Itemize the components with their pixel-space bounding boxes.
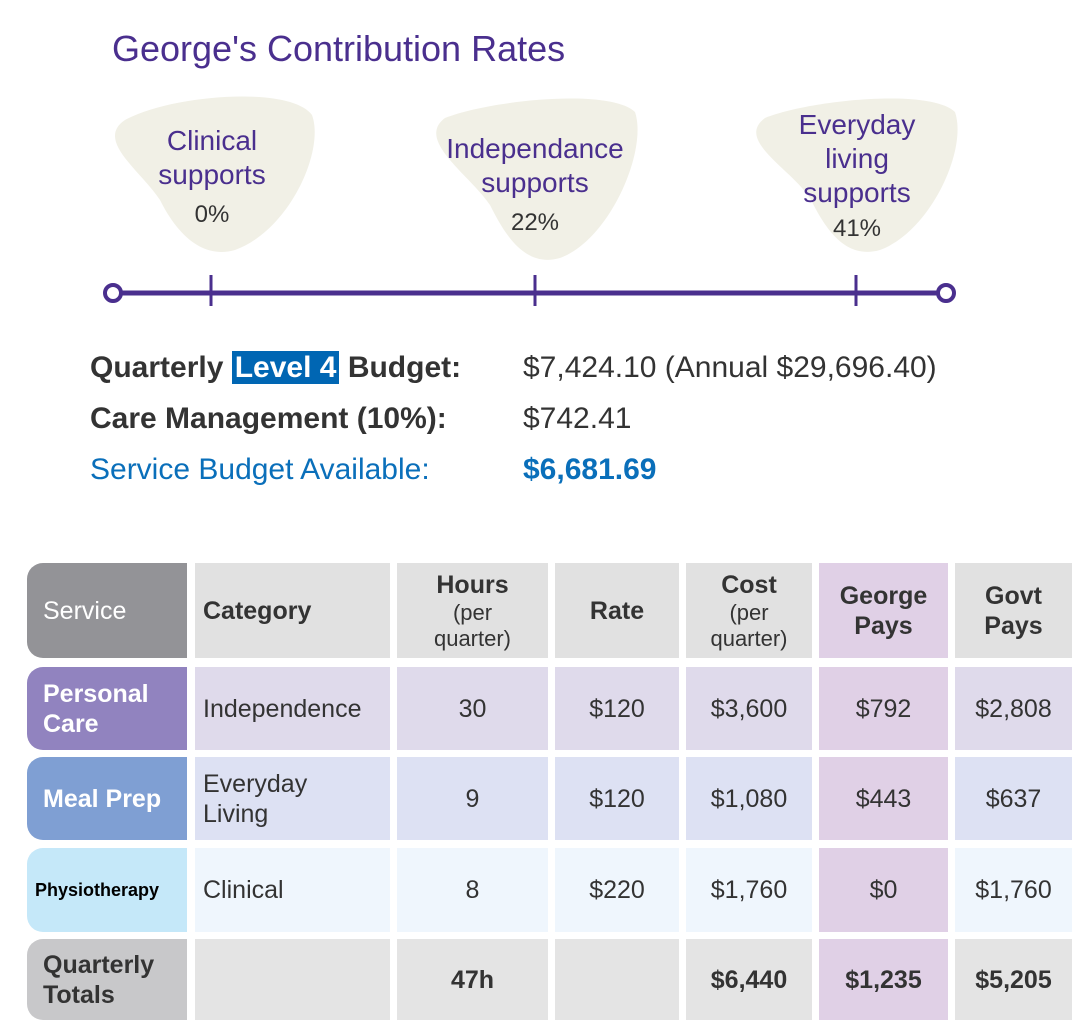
row-govt-pays: $1,760 <box>955 848 1072 932</box>
service-budget-value: $6,681.69 <box>523 453 657 486</box>
row-cost: $1,080 <box>686 757 812 840</box>
row-hours: 8 <box>397 848 548 932</box>
row-rate: $220 <box>555 848 679 932</box>
totals-label: Quarterly Totals <box>27 939 187 1020</box>
blob-clinical <box>114 96 315 252</box>
row-govt-pays: $2,808 <box>955 667 1072 750</box>
support-everyday: Everyday living supports 41% <box>798 109 916 242</box>
care-management-value: $742.41 <box>523 402 632 435</box>
quarterly-budget-value: $7,424.10 (Annual $29,696.40) <box>523 351 937 384</box>
row-rate: $120 <box>555 757 679 840</box>
header-service: Service <box>27 563 187 658</box>
header-category: Category <box>195 563 390 658</box>
row-service: Physiotherapy <box>27 848 187 932</box>
row-category: Independence <box>195 667 390 750</box>
row-george-pays: $792 <box>819 667 948 750</box>
header-george-pays: George Pays <box>819 563 948 658</box>
row-hours: 30 <box>397 667 548 750</box>
row-george-pays: $0 <box>819 848 948 932</box>
row-george-pays: $443 <box>819 757 948 840</box>
row-cost: $3,600 <box>686 667 812 750</box>
blob-everyday <box>756 98 958 252</box>
timeline-start <box>103 283 123 303</box>
row-service: Personal Care <box>27 667 187 750</box>
blob-independence <box>436 98 638 260</box>
totals-category-empty <box>195 939 390 1020</box>
row-category: Everyday Living <box>195 757 390 840</box>
totals-rate-empty <box>555 939 679 1020</box>
service-budget-label: Service Budget Available: <box>90 453 430 486</box>
totals-cost: $6,440 <box>686 939 812 1020</box>
header-govt-pays: Govt Pays <box>955 563 1072 658</box>
row-hours: 9 <box>397 757 548 840</box>
page-title: George's Contribution Rates <box>112 28 566 69</box>
row-rate: $120 <box>555 667 679 750</box>
header-cost: Cost (per quarter) <box>686 563 812 658</box>
care-management-label: Care Management (10%): <box>90 402 447 435</box>
header-rate: Rate <box>555 563 679 658</box>
row-govt-pays: $637 <box>955 757 1072 840</box>
row-category: Clinical <box>195 848 390 932</box>
header-hours: Hours (per quarter) <box>397 563 548 658</box>
contribution-timeline <box>103 96 958 306</box>
totals-george-pays: $1,235 <box>819 939 948 1020</box>
row-service: Meal Prep <box>27 757 187 840</box>
timeline-end <box>936 283 956 303</box>
row-cost: $1,760 <box>686 848 812 932</box>
support-clinical: Clinical supports 0% <box>158 125 266 228</box>
totals-hours: 47h <box>397 939 548 1020</box>
support-independence: Independance supports 22% <box>446 133 624 236</box>
totals-govt-pays: $5,205 <box>955 939 1072 1020</box>
level-badge: Level 4 <box>231 351 340 384</box>
quarterly-budget-label: Quarterly Level 4 Budget: <box>90 351 462 384</box>
